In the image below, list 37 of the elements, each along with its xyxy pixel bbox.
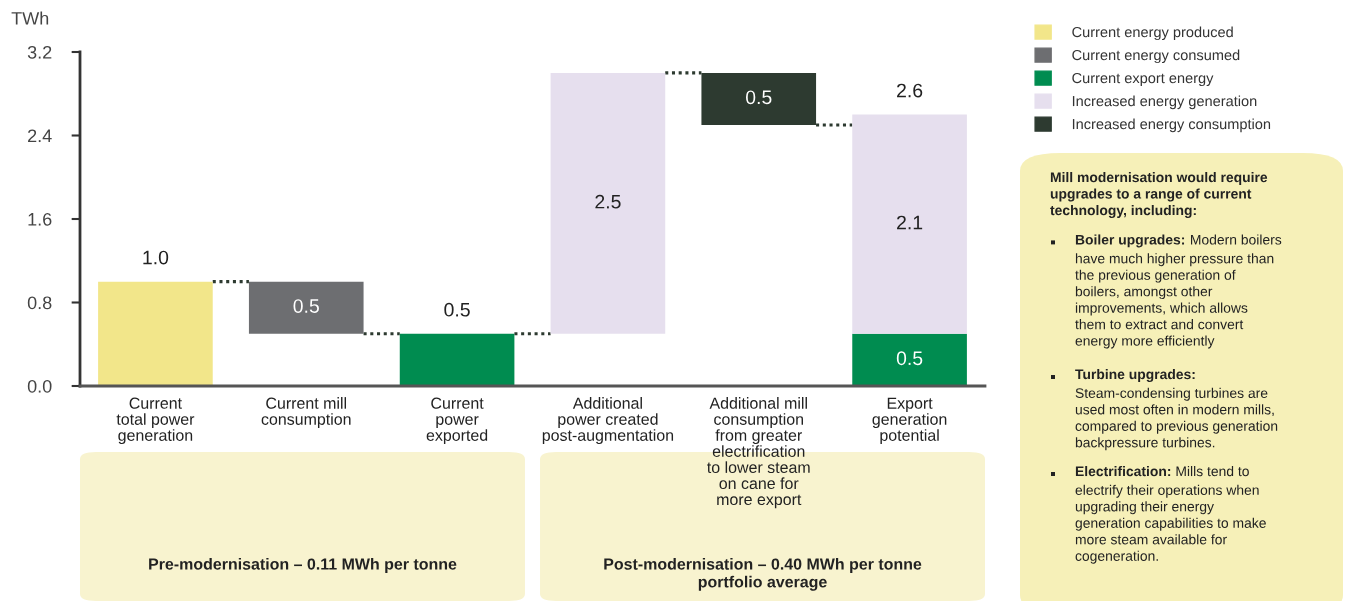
legend-label: Increased energy consumption xyxy=(1072,118,1271,133)
y-tick-label: 0.0 xyxy=(27,379,52,393)
bar xyxy=(852,333,967,386)
text: Mill modernisation would require upgrades to a range of current technology, including: xyxy=(1050,172,1268,219)
data-label: 2.5 xyxy=(595,194,621,209)
y-tick-label: 0.8 xyxy=(27,296,52,310)
legend-label: Increased energy generation xyxy=(1072,95,1257,110)
x-tick-label: Current mill consumption xyxy=(261,397,351,429)
text: Turbine upgrades: Steam-condensing turbines are used most often in modern mills, compared to previous generation backpressure turbines. xyxy=(1075,369,1278,451)
x-tick-label: Export generation potential xyxy=(872,397,947,445)
legend-label: Current export energy xyxy=(1072,72,1214,87)
y-tick-label: 1.6 xyxy=(28,212,52,226)
bar xyxy=(98,281,213,386)
x-tick-label: Current total power generation xyxy=(116,397,195,445)
y-tick-label: 2.4 xyxy=(28,129,52,143)
data-label: 0.5 xyxy=(746,90,772,105)
bar xyxy=(550,72,666,334)
x-tick-label: Additional power created post-augmentation xyxy=(542,397,674,445)
legend-label: Current energy consumed xyxy=(1072,49,1240,64)
text: Electrification: Mills tend to electrify their operations when upgrading their energy generation capabilities to make more steam available for cogeneration. xyxy=(1075,466,1266,564)
text: Boiler upgrades: Modern boilers have much higher pressure than the previous generation of boilers, amongst other improvements, which allows them to extract and convert energy more efficiently xyxy=(1075,234,1282,349)
data-label: 2.1 xyxy=(897,215,923,230)
text: Post-modernisation – 0.40 MWh per tonne portfolio average xyxy=(604,558,922,591)
legend-label: Current energy produced xyxy=(1072,26,1233,41)
x-tick-label: Additional mill consumption from greater electrification to lower steam on cane for more export xyxy=(707,397,810,509)
bar xyxy=(399,333,515,386)
data-label: 0.5 xyxy=(293,299,319,313)
y-tick-label: 3.2 xyxy=(27,45,52,59)
data-label: 1.0 xyxy=(143,250,169,265)
data-label: 0.5 xyxy=(896,351,923,366)
x-tick-label: Current power exported xyxy=(426,397,488,445)
y-axis-title: TWh xyxy=(11,11,49,25)
bar xyxy=(852,114,967,334)
data-label: 0.5 xyxy=(444,302,470,317)
bar xyxy=(248,281,364,334)
text: Pre-modernisation – 0.11 MWh per tonne xyxy=(149,558,457,573)
total-label: 2.6 xyxy=(897,83,923,98)
